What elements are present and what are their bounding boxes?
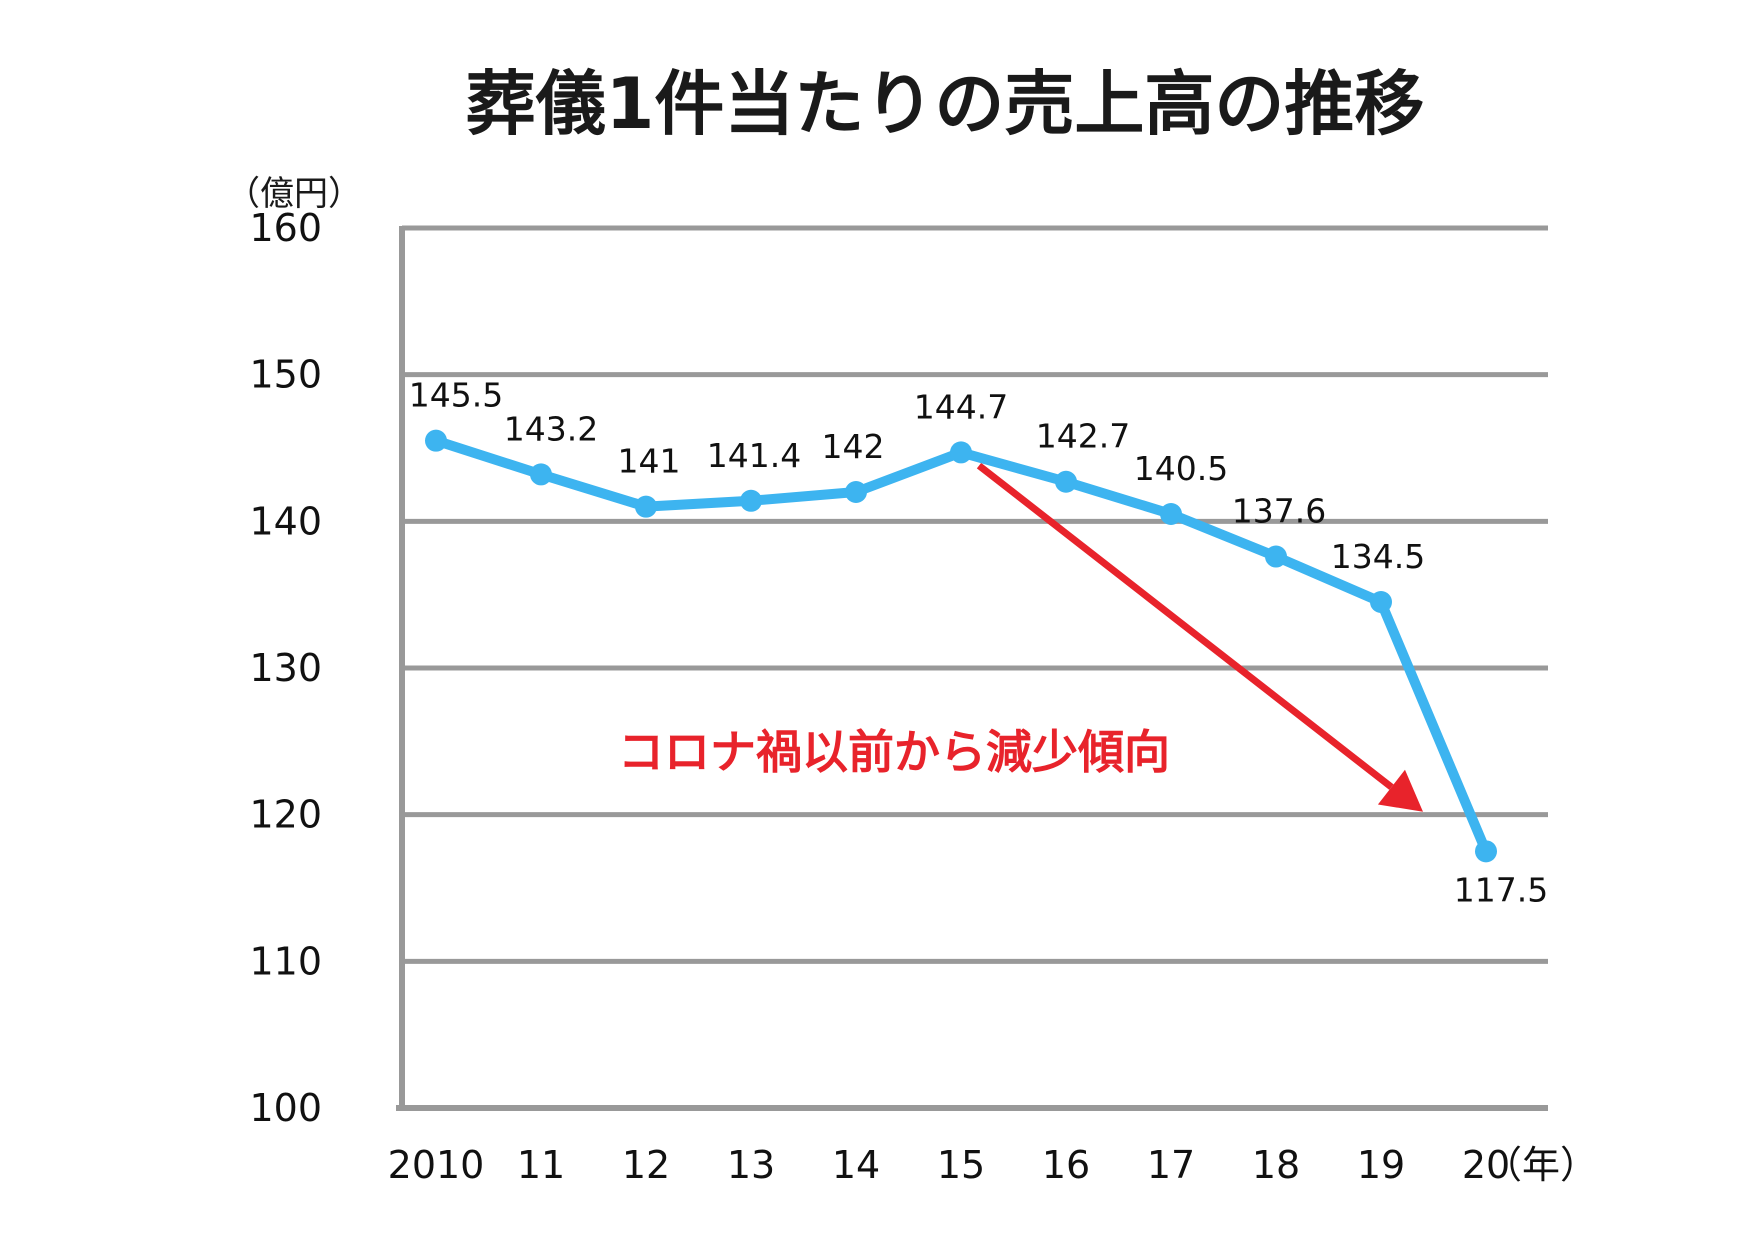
y-tick-110: 110 [249,939,322,983]
x-tick-18: 18 [1252,1143,1300,1187]
data-point-11 [530,463,552,486]
data-point-19 [1370,591,1392,613]
data-point-20 [1475,840,1497,863]
y-tick-160: 160 [249,206,322,250]
x-tick-15: 15 [937,1143,985,1187]
data-label-16: 142.7 [1036,417,1130,456]
annotation: コロナ禍以前から減少傾向 [618,462,1423,812]
data-point-12 [635,495,657,518]
data-label-12: 141 [618,442,681,481]
axes [396,226,1548,1111]
data-point-14 [845,481,867,503]
data-point-13 [740,489,762,512]
data-point-15 [950,441,972,464]
x-tick-14: 14 [832,1143,880,1187]
y-tick-150: 150 [249,353,322,397]
chart-title: 葬儀1件当たりの売上高の推移 [466,63,1425,145]
data-label-15: 144.7 [914,387,1008,426]
x-tick-17: 17 [1147,1143,1195,1187]
data-point-16 [1055,470,1077,493]
annotation-arrow-head [1377,769,1423,812]
x-tick-labels: 2010 11 12 13 14 15 16 17 18 19 20 [388,1143,1511,1187]
data-label-14: 142 [822,427,885,466]
y-axis-unit: （億円） [226,174,362,214]
x-axis-unit: （年） [1484,1143,1598,1187]
y-tick-140: 140 [249,499,322,543]
x-tick-16: 16 [1042,1143,1090,1187]
data-label-2010: 145.5 [409,376,503,415]
y-tick-labels: 100 110 120 130 140 150 160 [249,206,322,1130]
series [425,429,1497,863]
y-tick-120: 120 [249,793,322,837]
gridlines [402,225,1548,964]
data-label-13: 141.4 [707,436,801,475]
x-tick-12: 12 [622,1143,670,1187]
annotation-arrow-shaft [976,462,1394,790]
data-label-18: 137.6 [1232,492,1326,531]
data-label-19: 134.5 [1331,537,1425,576]
y-tick-130: 130 [249,646,322,690]
series-line [431,435,1491,857]
data-point-17 [1160,503,1182,525]
x-tick-13: 13 [727,1143,775,1187]
x-tick-20: 20 [1462,1143,1510,1187]
x-tick-11: 11 [517,1143,565,1187]
data-point-2010 [425,429,447,452]
x-tick-19: 19 [1357,1143,1405,1187]
data-label-20: 117.5 [1454,870,1548,909]
data-label-17: 140.5 [1134,449,1228,488]
data-point-18 [1265,545,1287,568]
x-tick-2010: 2010 [388,1143,485,1187]
y-tick-100: 100 [249,1086,322,1130]
data-label-11: 143.2 [504,409,598,448]
annotation-text: コロナ禍以前から減少傾向 [618,725,1170,779]
